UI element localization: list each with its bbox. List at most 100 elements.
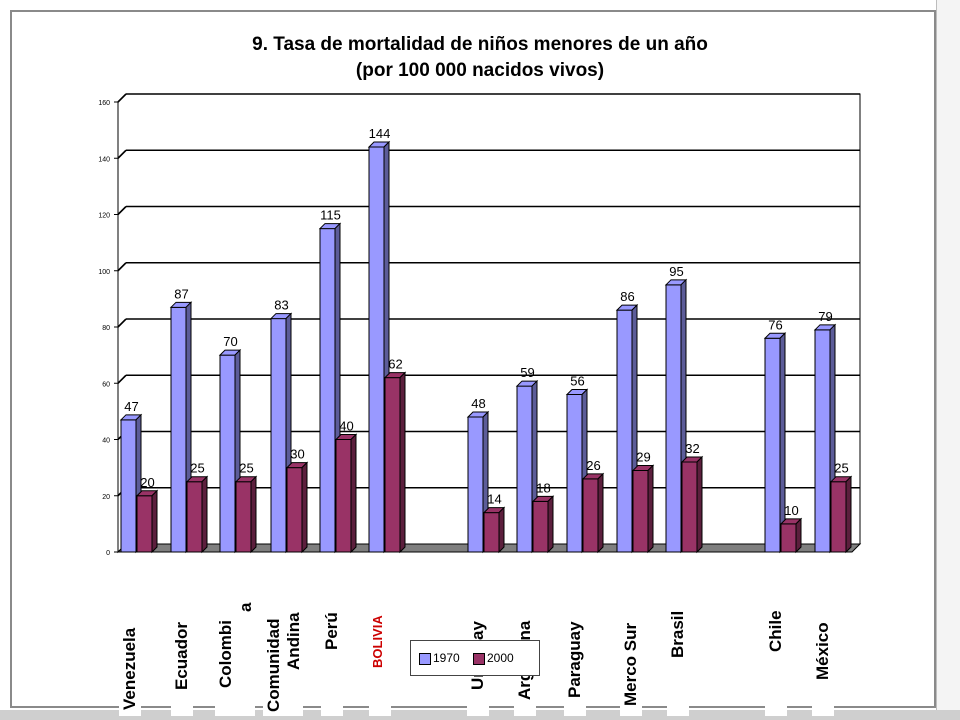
label-patch xyxy=(171,600,193,716)
y-tick-label: 60 xyxy=(102,381,110,388)
bar-2000 xyxy=(384,377,401,553)
bar-2000-side xyxy=(250,475,257,554)
bar-2000-value-label: 30 xyxy=(290,447,304,462)
bar-2000-side xyxy=(795,517,802,554)
category-label-ecuador: Ecuador xyxy=(172,621,191,690)
bar-1970 xyxy=(516,385,533,553)
category-label-comunidad-andina: Comunidad xyxy=(264,618,283,713)
label-patch xyxy=(215,600,255,716)
bar-1970-value-label: 115 xyxy=(320,208,341,223)
bar-1970 xyxy=(616,309,633,553)
y-axis-ticks: 0 20 40 60 80 100 120 140 160 xyxy=(98,100,118,557)
bar-2000-value-label: 10 xyxy=(784,503,798,518)
bar-2000 xyxy=(632,469,649,553)
y-tick-label: 20 xyxy=(102,494,110,501)
bar-2000 xyxy=(830,481,847,553)
bar-2000-side xyxy=(201,475,208,554)
chart: 47 20 87 25 70 25 83 30 115 40 144 62 48 14 59 18 56 26 86… xyxy=(98,93,862,557)
bar-1970 xyxy=(764,337,781,553)
bar-2000-side xyxy=(647,464,654,554)
legend: 1970 2000 xyxy=(410,640,540,676)
category-label-colombia-line2: a xyxy=(236,602,255,612)
bar-1970 xyxy=(219,354,236,553)
label-patch xyxy=(263,600,303,716)
bar-1970-value-label: 76 xyxy=(768,317,782,332)
bar-2000 xyxy=(681,461,698,553)
bar-1970 xyxy=(270,318,287,553)
y-tick-label: 120 xyxy=(98,213,110,220)
category-label-brasil: Brasil xyxy=(668,610,687,658)
bar-2000 xyxy=(582,478,599,553)
bar-1970-value-label: 87 xyxy=(174,286,188,301)
gridline-depth xyxy=(117,205,127,216)
bar-2000-side xyxy=(399,371,406,554)
bar-2000 xyxy=(235,481,252,553)
category-label-colombia: Colombi xyxy=(216,620,235,688)
category-label-bolivia: BOLIVIA xyxy=(370,615,385,668)
label-patch xyxy=(667,600,689,716)
bar-1970 xyxy=(665,284,682,553)
gridline-depth xyxy=(117,374,127,384)
bar-1970 xyxy=(319,228,336,553)
bar-2000-side xyxy=(547,495,554,554)
category-label-mexico: México xyxy=(813,622,832,680)
y-tick-label: 160 xyxy=(98,100,110,107)
window-scrollbar[interactable] xyxy=(936,0,960,720)
bar-2000-side xyxy=(350,433,357,554)
bar-2000 xyxy=(136,495,153,553)
bar-2000-value-label: 32 xyxy=(685,441,699,456)
bar-1970 xyxy=(566,394,583,553)
bar-1970-value-label: 86 xyxy=(620,289,634,304)
category-label-paraguay: Paraguay xyxy=(565,621,584,698)
chart-subtitle: (por 100 000 nacidos vivos) xyxy=(355,60,605,81)
category-label-venezuela: Venezuela xyxy=(120,627,139,710)
bar-2000-side xyxy=(498,506,505,554)
legend-swatch-2000 xyxy=(473,653,485,665)
bar-1970 xyxy=(467,416,484,553)
label-patch xyxy=(620,600,642,716)
legend-swatch-1970 xyxy=(419,653,431,665)
gridline-depth xyxy=(117,262,127,272)
bar-2000 xyxy=(483,512,500,553)
category-label-peru: Perú xyxy=(322,612,341,650)
bar-2000-value-label: 40 xyxy=(339,419,353,434)
bar-2000 xyxy=(186,481,203,553)
bar-1970 xyxy=(814,329,831,553)
bar-1970-value-label: 59 xyxy=(520,365,534,380)
bar-1970-value-label: 48 xyxy=(471,396,485,411)
bar-2000 xyxy=(532,500,549,553)
bar-2000-value-label: 62 xyxy=(388,357,402,372)
bar-2000 xyxy=(335,439,352,553)
bar-2000-value-label: 26 xyxy=(586,458,600,473)
bar-2000-side xyxy=(301,461,308,554)
gridline-depth xyxy=(117,318,127,328)
bar-2000-side xyxy=(845,475,852,554)
bar-1970 xyxy=(368,146,385,553)
bar-2000 xyxy=(286,467,303,553)
bar-2000-side xyxy=(696,455,703,554)
legend-label-1970: 1970 xyxy=(433,651,460,665)
label-patch xyxy=(812,600,834,716)
label-patch xyxy=(119,600,141,716)
bar-2000-side xyxy=(151,489,158,554)
bar-1970-value-label: 83 xyxy=(274,298,288,313)
bar-1970 xyxy=(170,306,187,553)
category-label-chile: Chile xyxy=(766,610,785,652)
category-label-merco-sur: Merco Sur xyxy=(621,622,640,706)
bar-2000-value-label: 14 xyxy=(487,492,501,507)
bar-2000-side xyxy=(597,472,604,554)
legend-label-2000: 2000 xyxy=(487,651,514,665)
bar-2000-value-label: 18 xyxy=(536,480,550,495)
label-patch xyxy=(765,600,787,716)
gridline-depth xyxy=(117,93,127,103)
bar-1970-value-label: 95 xyxy=(669,264,683,279)
y-tick-label: 80 xyxy=(102,325,110,332)
bar-1970-value-label: 56 xyxy=(570,374,584,389)
bar-2000-value-label: 25 xyxy=(834,461,848,476)
category-label-comunidad-andina-line2: Andina xyxy=(284,612,303,670)
y-tick-label: 0 xyxy=(106,550,110,557)
bar-2000-value-label: 20 xyxy=(140,475,154,490)
label-patch xyxy=(321,600,343,716)
gridline-depth xyxy=(117,149,127,159)
y-tick-label: 100 xyxy=(98,269,110,276)
